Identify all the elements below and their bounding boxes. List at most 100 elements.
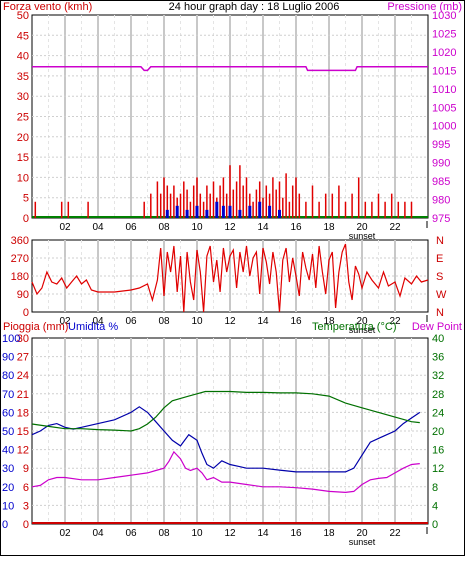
climate-x-tick-label: 04 <box>92 528 104 539</box>
humidity-line <box>31 406 421 473</box>
climate-x-tick-label: 06 <box>125 528 137 539</box>
wind-y-tick-right: 1000 <box>432 121 456 133</box>
humidity-axis-title: Umidita % <box>68 321 118 333</box>
climate-y-tick-right: 32 <box>432 370 444 382</box>
climate-y-tick-right: 4 <box>432 500 438 512</box>
wind-x-tick-label: 16 <box>290 222 302 233</box>
climate-y-tick-right: 16 <box>432 445 444 457</box>
wind-y-tick-right: 980 <box>432 195 450 207</box>
climate-y-tick-right: 0 <box>432 519 438 531</box>
wind-y-tick-left: 35 <box>17 71 29 83</box>
climate-x-tick-label: 14 <box>257 528 269 539</box>
direction-y-tick-left: 0 <box>23 307 29 319</box>
wind-sunset-label: sunset <box>349 231 376 241</box>
wind-y-tick-left: 15 <box>17 152 29 164</box>
direction-x-tick-label: 04 <box>92 316 104 327</box>
direction-y-tick-left: 360 <box>11 235 29 247</box>
humidity-y-tick: 90 <box>2 352 14 364</box>
humidity-y-tick: 0 <box>2 519 8 531</box>
wind-y-tick-left: 5 <box>23 193 29 205</box>
wind-y-tick-left: 10 <box>17 172 29 184</box>
rain-y-tick: 18 <box>17 407 29 419</box>
rain-y-tick: 27 <box>17 352 29 364</box>
climate-x-tick-label: 10 <box>191 528 203 539</box>
direction-compass-label: S <box>436 271 443 283</box>
wind-y-tick-right: 985 <box>432 176 450 188</box>
direction-x-tick-label: 02 <box>59 316 71 327</box>
wind-x-tick-label: 22 <box>389 222 401 233</box>
pressure-line <box>32 65 428 72</box>
climate-x-tick-label: 16 <box>290 528 302 539</box>
humidity-y-tick: 30 <box>2 463 14 475</box>
direction-x-tick-label: 18 <box>323 316 335 327</box>
direction-x-tick-label: 08 <box>158 316 170 327</box>
humidity-y-tick: 50 <box>2 426 14 438</box>
climate-x-tick-label: 22 <box>389 528 401 539</box>
wind-y-tick-right: 1030 <box>432 10 456 22</box>
wind-y-tick-right: 1005 <box>432 102 456 114</box>
wind-y-tick-right: 995 <box>432 139 450 151</box>
rain-y-tick: 12 <box>17 445 29 457</box>
wind-direction-line <box>31 243 429 313</box>
humidity-y-tick: 70 <box>2 389 14 401</box>
wind-y-tick-right: 990 <box>432 158 450 170</box>
direction-y-tick-left: 180 <box>11 271 29 283</box>
humidity-y-tick: 40 <box>2 445 14 457</box>
rain-y-tick: 9 <box>23 463 29 475</box>
climate-sunset-label: sunset <box>349 537 376 547</box>
temperature-line <box>31 390 420 432</box>
wind-y-tick-right: 1010 <box>432 84 456 96</box>
climate-x-tick-label: 20 <box>356 528 368 539</box>
climate-y-tick-right: 12 <box>432 463 444 475</box>
wind-axis-title: Forza vento (kmh) <box>3 1 92 13</box>
rain-y-tick: 3 <box>23 500 29 512</box>
humidity-y-tick: 100 <box>2 333 20 345</box>
wind-y-tick-right: 1025 <box>432 28 456 40</box>
wind-y-tick-left: 0 <box>23 213 29 225</box>
wind-y-tick-right: 1020 <box>432 47 456 59</box>
wind-y-tick-left: 45 <box>17 30 29 42</box>
wind-x-tick-label: 18 <box>323 222 335 233</box>
direction-x-tick-label: 22 <box>389 316 401 327</box>
rain-y-tick: 15 <box>17 426 29 438</box>
rain-y-tick: 0 <box>23 519 29 531</box>
direction-sunset-label: sunset <box>349 325 376 335</box>
direction-x-tick-label: 14 <box>257 316 269 327</box>
chart-title: 24 hour graph day : 18 Luglio 2006 <box>169 1 340 13</box>
direction-y-tick-left: 90 <box>17 289 29 301</box>
wind-x-tick-label: 02 <box>59 222 71 233</box>
rain-axis-title: Pioggia (mm) <box>3 321 68 333</box>
climate-x-tick-label: 08 <box>158 528 170 539</box>
direction-x-tick-label: 10 <box>191 316 203 327</box>
rain-y-tick: 24 <box>17 370 29 382</box>
wind-x-tick-label: 20 <box>356 222 368 233</box>
wind-x-tick-label: 04 <box>92 222 104 233</box>
wind-x-tick-label: 14 <box>257 222 269 233</box>
pressure-axis-title: Pressione (mb) <box>387 1 462 13</box>
direction-x-tick-label: 12 <box>224 316 236 327</box>
wind-x-tick-label: 10 <box>191 222 203 233</box>
climate-x-tick-label: 18 <box>323 528 335 539</box>
direction-x-tick-label: 16 <box>290 316 302 327</box>
climate-x-tick-label: 02 <box>59 528 71 539</box>
temperature-axis-title: Temperatura (°C) <box>312 321 396 333</box>
climate-y-tick-right: 20 <box>432 426 444 438</box>
humidity-y-tick: 20 <box>2 482 14 494</box>
wind-y-tick-right: 975 <box>432 213 450 225</box>
wind-x-tick-label: 12 <box>224 222 236 233</box>
wind-y-tick-right: 1015 <box>432 65 456 77</box>
dewpoint-line <box>31 450 420 494</box>
wind-y-tick-left: 40 <box>17 51 29 63</box>
wind-y-tick-left: 30 <box>17 91 29 103</box>
climate-y-tick-right: 24 <box>432 407 444 419</box>
direction-y-tick-left: 270 <box>11 253 29 265</box>
direction-compass-label: N <box>436 307 444 319</box>
humidity-y-tick: 60 <box>2 407 14 419</box>
climate-y-tick-right: 28 <box>432 389 444 401</box>
wind-y-tick-left: 20 <box>17 132 29 144</box>
climate-y-tick-right: 36 <box>432 352 444 364</box>
direction-compass-label: N <box>436 235 444 247</box>
direction-x-tick-label: 06 <box>125 316 137 327</box>
